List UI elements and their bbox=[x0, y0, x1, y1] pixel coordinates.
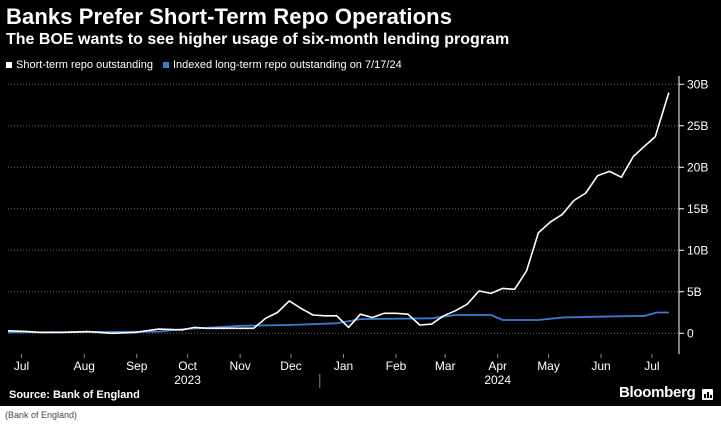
bloomberg-chart-icon bbox=[702, 389, 713, 400]
series-line-long-term bbox=[7, 311, 669, 334]
legend-item-short-term: Short-term repo outstanding bbox=[6, 59, 153, 71]
x-tick-label-feb-7: Feb bbox=[386, 359, 407, 373]
x-tick-label-sep-2: Sep bbox=[126, 359, 148, 373]
legend-swatch-short-term bbox=[6, 62, 12, 68]
x-tick-label-jun-11: Jun bbox=[591, 359, 610, 373]
legend-label-short-term: Short-term repo outstanding bbox=[16, 59, 153, 71]
chart-panel: Banks Prefer Short-Term Repo Operations … bbox=[0, 0, 721, 406]
y-tick-label-25: 25B bbox=[687, 119, 708, 133]
series-line-short-term bbox=[7, 92, 670, 335]
x-tick-label-oct-3: Oct bbox=[178, 359, 197, 373]
x-tick-label-dec-5: Dec bbox=[280, 359, 301, 373]
x-tick-label-mar-8: Mar bbox=[435, 359, 456, 373]
x-tick-label-jul-12: Jul bbox=[644, 359, 659, 373]
x-tick-label-nov-4: Nov bbox=[229, 359, 250, 373]
year-label-2024: 2024 bbox=[484, 373, 511, 387]
y-tick-label-10: 10B bbox=[687, 243, 708, 257]
y-tick-label-15: 15B bbox=[687, 202, 708, 216]
legend: Short-term repo outstanding Indexed long… bbox=[6, 58, 412, 72]
y-tick-label-20: 20B bbox=[687, 160, 708, 174]
image-caption: (Bank of England) bbox=[5, 410, 78, 420]
legend-swatch-long-term bbox=[162, 62, 169, 68]
legend-item-long-term: Indexed long-term repo outstanding on 7/… bbox=[162, 59, 402, 71]
line-chart: 0 5B 10B 15B 20B 25B 30B Jul Aug Sep Oct Nov Dec Jan F… bbox=[7, 76, 708, 388]
source-note: Source: Bank of England bbox=[9, 389, 140, 401]
chart-title: Banks Prefer Short-Term Repo Operations bbox=[6, 4, 453, 29]
x-tick-label-apr-9: Apr bbox=[488, 359, 507, 373]
y-tick-label-30: 30B bbox=[687, 77, 708, 91]
y-tick-label-5: 5B bbox=[687, 285, 702, 299]
x-tick-label-may-10: May bbox=[537, 359, 560, 373]
legend-label-long-term: Indexed long-term repo outstanding on 7/… bbox=[172, 59, 402, 71]
bloomberg-logo: Bloomberg bbox=[619, 384, 696, 401]
y-tick-label-0: 0 bbox=[687, 326, 694, 340]
x-tick-label-jul-0: Jul bbox=[14, 359, 29, 373]
x-tick-label-aug-1: Aug bbox=[74, 359, 95, 373]
year-label-2023: 2023 bbox=[174, 373, 201, 387]
chart-subtitle: The BOE wants to see higher usage of six… bbox=[6, 31, 510, 48]
x-tick-label-jan-6: Jan bbox=[334, 359, 353, 373]
